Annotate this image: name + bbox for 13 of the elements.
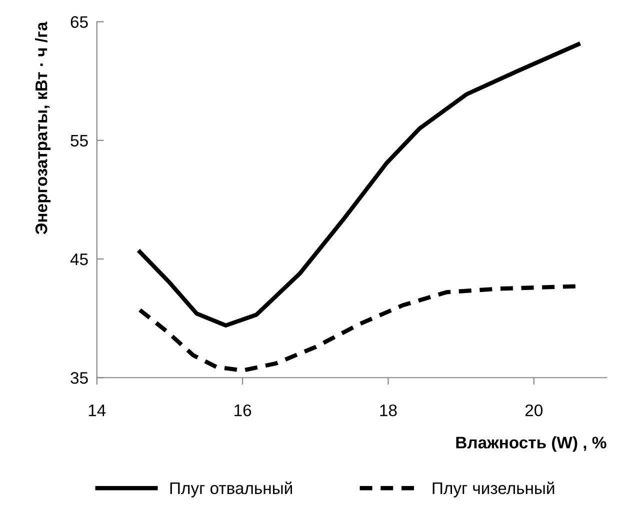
y-axis-title: Энергозатраты, кВт · ч /га bbox=[35, 22, 51, 234]
x-tick-label: 18 bbox=[380, 404, 397, 416]
y-tick-label: 65 bbox=[70, 16, 88, 28]
y-tick-label: 55 bbox=[70, 134, 88, 147]
y-tick-label: 45 bbox=[70, 254, 88, 266]
x-tick-label: 16 bbox=[234, 404, 252, 416]
line-series bbox=[138, 42, 580, 328]
x-axis-title: Влажность (W) , % bbox=[456, 436, 606, 452]
y-tick-label: 35 bbox=[70, 372, 88, 384]
legend-label: Плуг отвальный bbox=[170, 482, 292, 498]
legend-label: Плуг чизельный bbox=[432, 482, 554, 498]
x-tick-label: 14 bbox=[88, 404, 106, 416]
x-tick-label: 20 bbox=[525, 404, 542, 416]
